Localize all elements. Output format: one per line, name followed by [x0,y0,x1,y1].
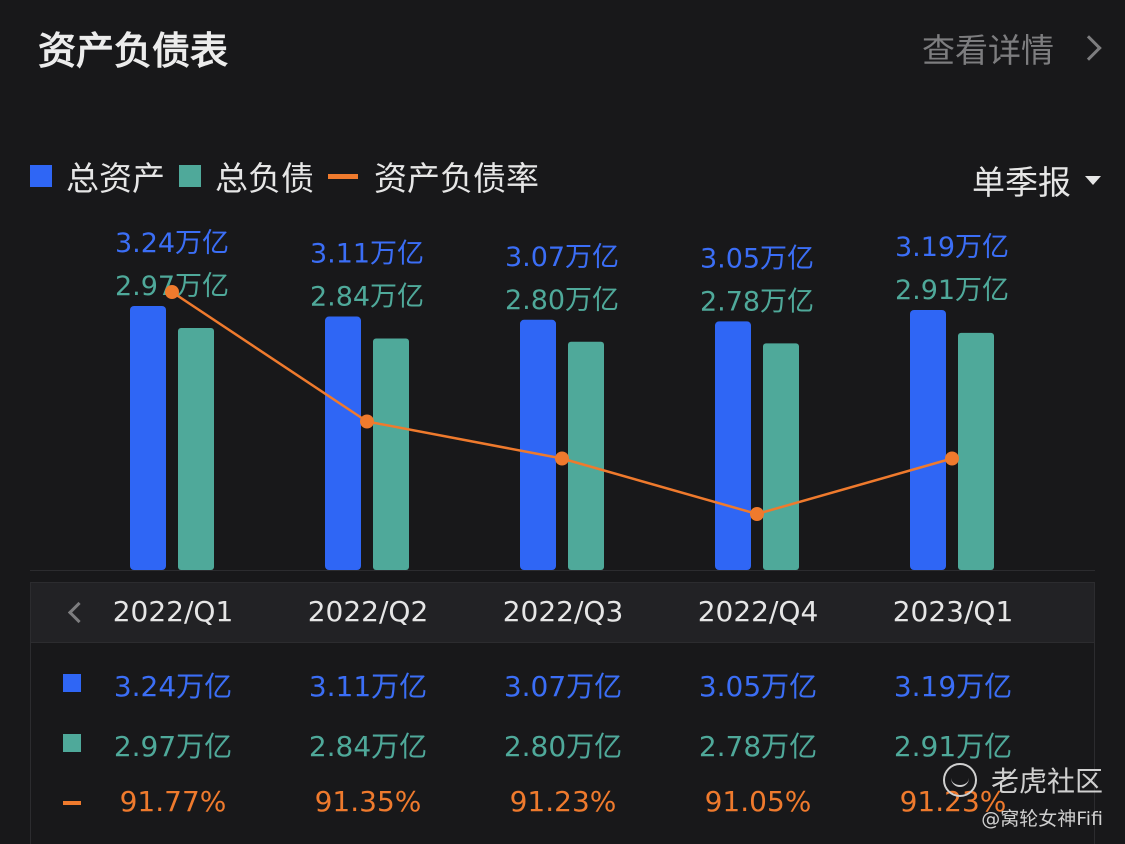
ratio-point [360,414,374,429]
tiger-logo-icon [942,763,977,797]
legend-swatch-liabilities [179,165,201,187]
ratio-point [750,507,764,521]
table-header-cell: 2022/Q1 [112,595,234,628]
row-marker-liabilities [63,734,81,752]
ratio-point [945,451,959,466]
legend-label-ratio: 资产负债率 [374,159,539,198]
view-details-link[interactable]: 查看详情 [922,24,1102,72]
table-cell-liabilities: 2.78万亿 [698,730,818,763]
ratio-point [165,285,179,299]
page-title: 资产负债表 [38,29,229,73]
legend-item-ratio[interactable]: 资产负债率 [328,152,539,200]
table-header-cell: 2022/Q3 [502,595,624,628]
table-cell-ratio: 91.35% [314,785,422,818]
data-table: 2022/Q1 2022/Q2 2022/Q3 2022/Q4 2023/Q1 3.24… [30,582,1095,844]
table-cell-assets: 3.05万亿 [698,670,818,703]
data-label-liabilities: 2.78万亿 [700,286,814,317]
bar-liabilities [373,338,409,570]
legend-item-liabilities[interactable]: 总负债 [179,152,314,200]
table-cell-assets: 3.24万亿 [113,670,233,703]
table-cell-assets: 3.07万亿 [503,670,623,703]
table-cell-liabilities: 2.80万亿 [503,730,623,763]
data-label-liabilities: 2.80万亿 [505,285,619,316]
watermark-user: @窝轮女神Fifi [981,808,1103,830]
data-label-assets: 3.07万亿 [505,242,619,273]
period-dropdown[interactable]: 单季报 [972,156,1101,204]
data-label-liabilities: 2.84万亿 [310,282,424,313]
view-details-label: 查看详情 [922,31,1054,70]
table-cell-ratio: 91.77% [119,785,227,818]
legend-label-liabilities: 总负债 [215,159,314,198]
bar-assets [910,310,946,570]
balance-sheet-chart: 3.24万亿2.97万亿3.11万亿2.84万亿3.07万亿2.80万亿3.05… [30,228,1095,571]
period-dropdown-label: 单季报 [972,163,1071,202]
table-cell-liabilities: 2.97万亿 [113,730,233,763]
data-label-liabilities: 2.91万亿 [895,275,1009,306]
bar-assets [325,316,361,570]
row-marker-assets [63,674,81,692]
table-header-cell: 2022/Q2 [307,595,429,628]
table-cell-ratio: 91.05% [704,785,812,818]
table-header-cell: 2023/Q1 [892,595,1014,628]
watermark-brand: 老虎社区 [942,760,1103,800]
chevron-right-icon [1076,35,1102,61]
row-marker-ratio [63,801,81,805]
chart-legend: 总资产 总负债 资产负债率 [30,152,553,200]
legend-item-assets[interactable]: 总资产 [30,152,165,200]
header: 资产负债表 查看详情 [38,20,1102,76]
legend-label-assets: 总资产 [66,159,165,198]
ratio-line [171,290,953,516]
bar-liabilities [958,332,994,570]
legend-swatch-assets [30,165,52,187]
table-header-row: 2022/Q1 2022/Q2 2022/Q3 2022/Q4 2023/Q1 [31,583,1094,643]
ratio-point [555,451,569,466]
data-label-assets: 3.11万亿 [310,239,424,270]
data-label-assets: 3.05万亿 [700,243,814,274]
table-cell-liabilities: 2.84万亿 [308,730,428,763]
watermark: 老虎社区 @窝轮女神Fifi [942,760,1103,831]
data-label-assets: 3.24万亿 [115,228,229,259]
legend-swatch-ratio [328,173,358,179]
caret-down-icon [1085,175,1101,185]
table-cell-ratio: 91.23% [509,785,617,818]
bar-liabilities [568,341,604,570]
bar-liabilities [178,327,214,570]
table-cell-assets: 3.19万亿 [893,670,1013,703]
watermark-brand-text: 老虎社区 [990,765,1103,798]
table-cell-liabilities: 2.91万亿 [893,730,1013,763]
bar-liabilities [763,343,799,570]
bar-assets [130,305,166,570]
bar-assets [715,321,751,570]
table-cell-assets: 3.11万亿 [308,670,428,703]
chevron-left-icon[interactable] [67,601,90,624]
data-label-assets: 3.19万亿 [895,232,1009,263]
bar-assets [520,319,556,570]
table-header-cell: 2022/Q4 [697,595,819,628]
